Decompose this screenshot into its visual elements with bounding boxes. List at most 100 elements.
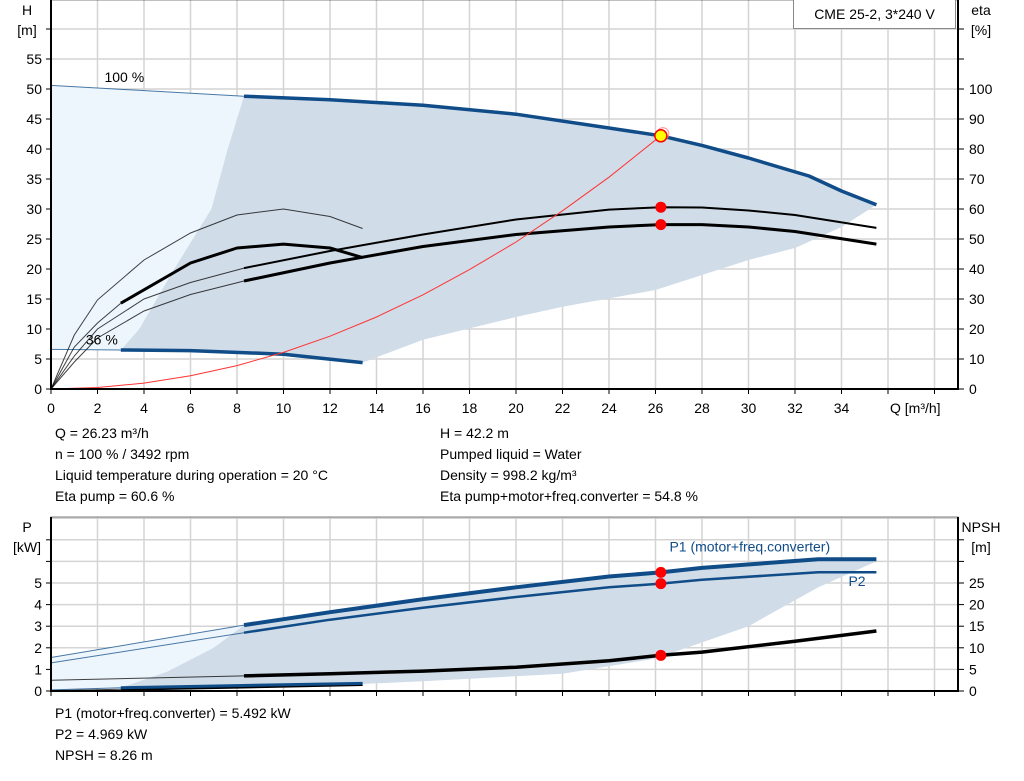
system-curve-curve-extended (50, 135, 662, 390)
speed-readout: n = 100 % / 3492 rpm (55, 446, 190, 462)
y-axis-title-right: eta (971, 2, 991, 18)
duty-point-marker (655, 219, 667, 231)
y-tick-label-left: 15 (26, 291, 42, 307)
y-tick-label-right: 20 (969, 597, 985, 613)
x-tick-label: 10 (276, 400, 292, 416)
density-readout: Density = 998.2 kg/m³ (440, 467, 577, 483)
y-tick-label-left: 55 (26, 51, 42, 67)
y-tick-label-right: 50 (969, 231, 985, 247)
extended-operating-range (51, 85, 244, 351)
y-axis-title-right: NPSH (962, 519, 1001, 535)
y-axis-title-right: [m] (971, 539, 990, 555)
eta-total-36-curve (120, 242, 364, 305)
y-tick-label-right: 20 (969, 321, 985, 337)
y-tick-label-left: 1 (34, 661, 42, 677)
y-tick-label-right: 60 (969, 201, 985, 217)
curve-label: 36 % (86, 332, 118, 348)
y-tick-label-right: 40 (969, 261, 985, 277)
x-tick-label: 20 (508, 400, 524, 416)
head-efficiency-chart: 0 5 10 15 20 25 30 35 40 45 50 55 0 10 20 30 40 50 60 70 80 9… (17, 0, 993, 416)
x-tick-label: 18 (462, 400, 478, 416)
y-tick-label-right: 80 (969, 141, 985, 157)
pumped-liquid-readout: Pumped liquid = Water (440, 446, 582, 462)
y-tick-label-right: 0 (969, 683, 977, 699)
power-npsh-chart: 0 1 2 3 4 5 0 5 10 15 20 25 P [kW] NPSH [m] P1 (motor+fr… (13, 516, 1001, 699)
x-tick-label: 22 (555, 400, 571, 416)
y-tick-label-right: 10 (969, 351, 985, 367)
npsh-curve (243, 629, 877, 678)
y-tick-label-left: 3 (34, 618, 42, 634)
x-tick-label: 16 (415, 400, 431, 416)
p1-curve (243, 557, 877, 628)
p2-curve (243, 570, 877, 634)
eta-pump-100-curve-extended (50, 267, 245, 390)
curve-label: P2 (848, 573, 865, 589)
liquid-temperature-readout: Liquid temperature during operation = 20… (55, 467, 328, 483)
p2-readout: P2 = 4.969 kW (55, 726, 148, 742)
curve-label: 100 % (104, 69, 144, 85)
p1-readout: P1 (motor+freq.converter) = 5.492 kW (55, 705, 291, 721)
x-tick-label: 34 (834, 400, 850, 416)
extended-operating-range (51, 625, 244, 690)
y-tick-label-right: 15 (969, 618, 985, 634)
x-tick-label: 32 (787, 400, 803, 416)
duty-point-marker (655, 649, 667, 661)
p1-curve-extended (50, 624, 245, 658)
x-tick-label: 2 (94, 400, 102, 416)
operating-range (120, 559, 877, 688)
eta-pump-36-curve-extended (50, 208, 363, 390)
y-tick-label-right: 10 (969, 640, 985, 656)
x-tick-label: 8 (233, 400, 241, 416)
y-tick-label-right: 0 (969, 381, 977, 397)
x-tick-label: 28 (694, 400, 710, 416)
y-tick-label-right: 100 (969, 81, 993, 97)
head-readout: H = 42.2 m (440, 425, 509, 441)
y-tick-label-left: 30 (26, 201, 42, 217)
y-tick-label-right: 90 (969, 111, 985, 127)
eta-pump-100-curve (243, 206, 877, 270)
x-tick-label: 6 (187, 400, 195, 416)
operating-range (120, 96, 877, 363)
y-tick-label-left: 10 (26, 321, 42, 337)
y-tick-label-right: 25 (969, 575, 985, 591)
y-tick-label-left: 25 (26, 231, 42, 247)
duty-point-marker (655, 201, 667, 213)
eta-total-100-curve (243, 223, 877, 283)
p-36-curve (120, 681, 363, 690)
y-axis-title-left: H (22, 2, 32, 18)
eta-total-readout: Eta pump+motor+freq.converter = 54.8 % (440, 488, 698, 504)
x-tick-label: 4 (140, 400, 148, 416)
y-axis-title-left: P (22, 519, 31, 535)
y-tick-label-right: 70 (969, 171, 985, 187)
duty-info-right: H = 42.2 m Pumped liquid = Water Density… (440, 423, 698, 507)
duty-info-left: Q = 26.23 m³/h n = 100 % / 3492 rpm Liqu… (55, 423, 328, 507)
y-tick-label-left: 5 (34, 575, 42, 591)
y-axis-title-right: [%] (971, 22, 991, 38)
y-tick-label-left: 20 (26, 261, 42, 277)
y-tick-label-left: 2 (34, 640, 42, 656)
y-tick-label-right: 30 (969, 291, 985, 307)
y-tick-label-left: 35 (26, 171, 42, 187)
head-100-curve-extended (50, 84, 245, 97)
duty-point-marker (655, 578, 667, 590)
y-tick-label-right: 5 (969, 661, 977, 677)
x-tick-label: 14 (369, 400, 385, 416)
y-tick-label-left: 5 (34, 351, 42, 367)
y-tick-label-left: 40 (26, 141, 42, 157)
npsh-readout: NPSH = 8.26 m (55, 747, 153, 763)
y-axis-title-left: [kW] (13, 539, 41, 555)
eta-pump-readout: Eta pump = 60.6 % (55, 488, 175, 504)
x-tick-label: 26 (648, 400, 664, 416)
y-tick-label-left: 45 (26, 111, 42, 127)
p-36-curve-extended (50, 687, 121, 691)
x-tick-label: 30 (741, 400, 757, 416)
duty-point-marker (655, 566, 667, 578)
eta-total-36-curve-extended (50, 302, 122, 390)
p2-curve-extended (50, 632, 245, 664)
npsh-curve-extended (50, 675, 245, 681)
x-tick-label: 12 (322, 400, 338, 416)
y-tick-label-left: 50 (26, 81, 42, 97)
power-info: P1 (motor+freq.converter) = 5.492 kW P2 … (55, 703, 291, 766)
x-tick-label: 0 (47, 400, 55, 416)
y-axis-title-left: [m] (17, 22, 36, 38)
